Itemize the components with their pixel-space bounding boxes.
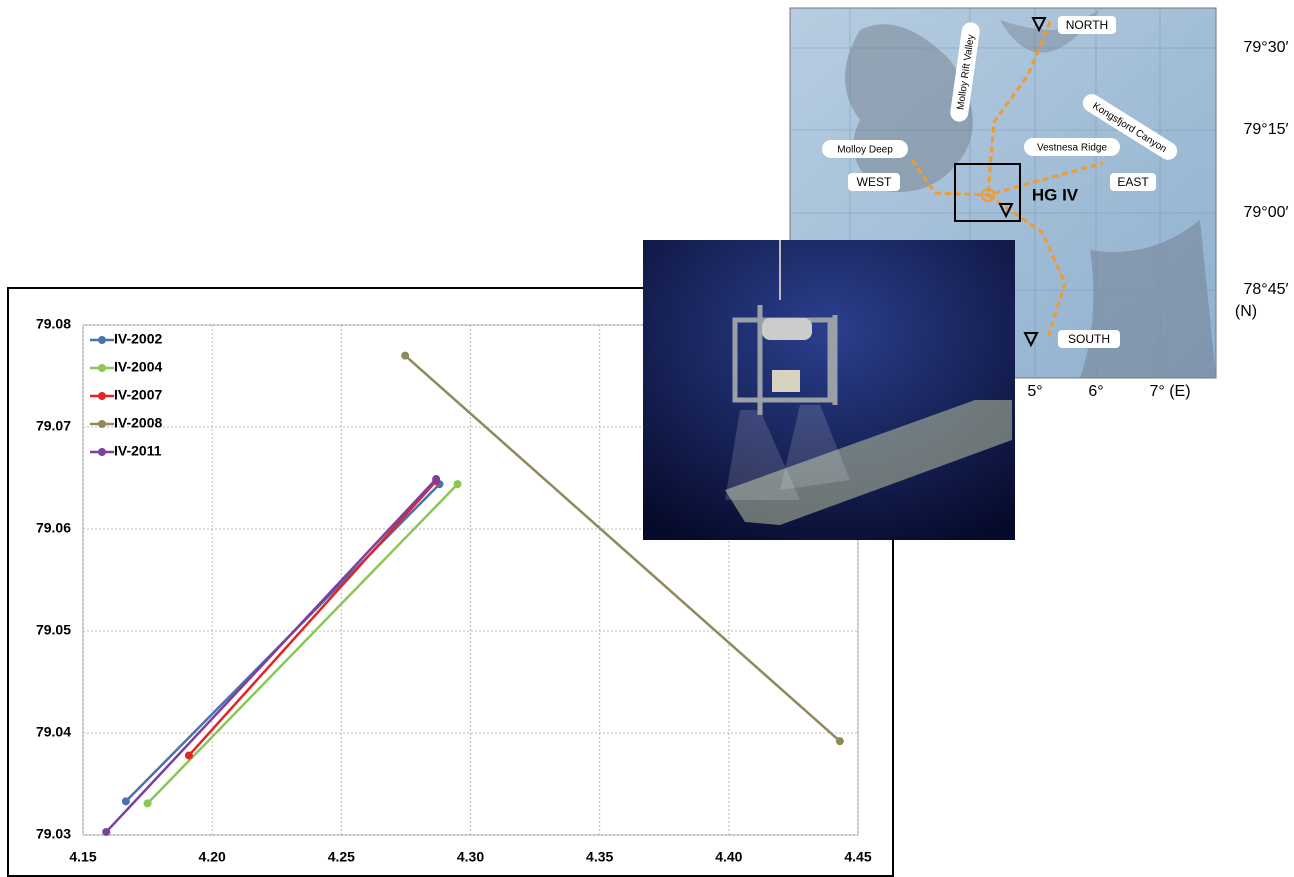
label-box [1058, 330, 1120, 348]
point [102, 827, 111, 836]
x-tick-label: 4.35 [586, 849, 613, 865]
light-cone [780, 405, 850, 490]
y-tick-label: 79.06 [36, 520, 71, 536]
point [184, 751, 193, 760]
series-line [187, 480, 438, 757]
series-line [404, 354, 841, 743]
legend-label: IV-2008 [114, 415, 162, 431]
label-box [1024, 138, 1120, 156]
label-box [1058, 16, 1116, 34]
point [432, 475, 441, 484]
point [401, 351, 410, 360]
route [910, 159, 1104, 197]
site-marker [981, 188, 995, 202]
y-tick-label: 79.07 [36, 418, 71, 434]
map-label: Molloy Deep [837, 145, 893, 156]
station-markers [998, 17, 1047, 348]
legend-marker [98, 448, 106, 456]
point [143, 799, 152, 808]
label-box [848, 173, 900, 191]
site-box [954, 163, 1021, 222]
lon-label: 5° [1027, 383, 1042, 400]
series-line [105, 478, 438, 833]
point [121, 797, 130, 806]
route [986, 21, 1067, 339]
y-tick-label: 79.04 [36, 724, 71, 740]
lat-label: 79°00′ [1244, 204, 1289, 221]
map-label: SOUTH [1068, 332, 1110, 346]
label-box [1110, 173, 1156, 191]
lat-label: 78°45′ [1244, 281, 1289, 298]
legend-marker [98, 392, 106, 400]
x-tick-label: 4.40 [715, 849, 742, 865]
x-tick-label: 4.30 [457, 849, 484, 865]
label-box [1082, 94, 1178, 160]
x-tick-label: 4.25 [328, 849, 355, 865]
series-line [146, 483, 459, 805]
x-tick-label: 4.45 [844, 849, 871, 865]
y-tick-label: 79.05 [36, 622, 71, 638]
point [453, 480, 462, 489]
lon-label: 6° [1088, 383, 1103, 400]
label-box [822, 140, 908, 158]
legend-marker [98, 336, 106, 344]
lat-label: 79°15′ [1244, 121, 1289, 138]
legend-marker [98, 420, 106, 428]
legend-label: IV-2002 [114, 331, 162, 347]
winch [762, 318, 812, 340]
map-relief [1000, 10, 1100, 53]
legend-marker [98, 364, 106, 372]
x-tick-label: 4.20 [199, 849, 226, 865]
light-cone [725, 410, 800, 500]
x-tick-label: 4.15 [69, 849, 96, 865]
camera-unit [772, 370, 800, 392]
lon-label: 7° (E) [1149, 383, 1190, 400]
site-label: HG IV [1032, 185, 1079, 204]
y-tick-label: 79.08 [36, 316, 71, 332]
lat-label: 79°30′ [1244, 39, 1289, 56]
vehicle-render [643, 240, 1015, 540]
lat-unit: (N) [1235, 303, 1257, 320]
map-label: EAST [1117, 175, 1149, 189]
label-box [950, 22, 980, 122]
seafloor-strip [725, 400, 1012, 525]
legend-label: IV-2004 [114, 359, 162, 375]
map-label: NORTH [1066, 18, 1108, 32]
legend-label: IV-2011 [114, 443, 162, 459]
map-label: Vestnesa Ridge [1037, 143, 1107, 154]
map-label: WEST [857, 175, 892, 189]
legend-label: IV-2007 [114, 387, 162, 403]
y-tick-label: 79.03 [36, 826, 71, 842]
point [835, 737, 844, 746]
